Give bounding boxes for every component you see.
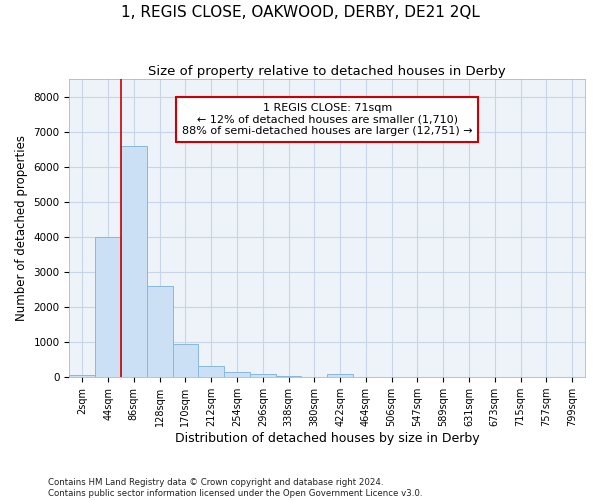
Bar	[70, 376, 95, 377]
Bar	[95, 237, 121, 377]
Text: 1 REGIS CLOSE: 71sqm
← 12% of detached houses are smaller (1,710)
88% of semi-de: 1 REGIS CLOSE: 71sqm ← 12% of detached h…	[182, 103, 473, 136]
Text: 1, REGIS CLOSE, OAKWOOD, DERBY, DE21 2QL: 1, REGIS CLOSE, OAKWOOD, DERBY, DE21 2QL	[121, 5, 479, 20]
Title: Size of property relative to detached houses in Derby: Size of property relative to detached ho…	[148, 65, 506, 78]
X-axis label: Distribution of detached houses by size in Derby: Distribution of detached houses by size …	[175, 432, 479, 445]
Bar	[224, 372, 250, 377]
Bar	[173, 344, 199, 377]
Bar	[121, 146, 147, 377]
Bar	[147, 286, 173, 377]
Text: Contains HM Land Registry data © Crown copyright and database right 2024.
Contai: Contains HM Land Registry data © Crown c…	[48, 478, 422, 498]
Y-axis label: Number of detached properties: Number of detached properties	[15, 135, 28, 321]
Bar	[327, 374, 353, 377]
Bar	[250, 374, 275, 377]
Bar	[199, 366, 224, 377]
Bar	[275, 376, 301, 377]
